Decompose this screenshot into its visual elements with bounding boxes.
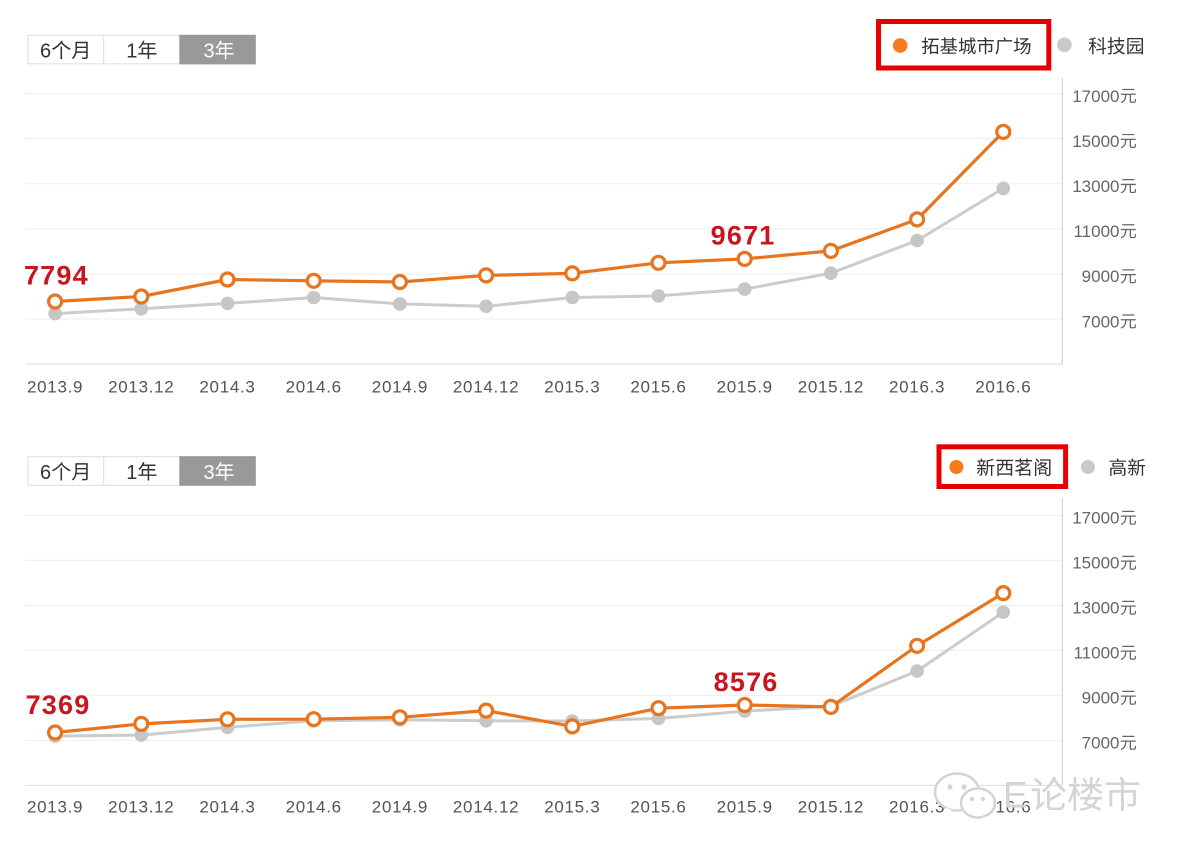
svg-text:17000: 17000	[1072, 509, 1119, 528]
svg-text:2015.3: 2015.3	[544, 797, 600, 816]
svg-text:2014.6: 2014.6	[286, 377, 342, 396]
svg-text:2014.12: 2014.12	[453, 797, 519, 816]
svg-text:2013.9: 2013.9	[27, 797, 83, 816]
svg-text:9000: 9000	[1082, 267, 1120, 286]
svg-text:6: 6	[40, 41, 51, 63]
svg-text:3: 3	[204, 41, 215, 63]
svg-text:13000: 13000	[1072, 177, 1119, 196]
svg-text:3: 3	[204, 462, 215, 484]
svg-text:2013.9: 2013.9	[27, 377, 83, 396]
svg-text:2014.3: 2014.3	[199, 377, 255, 396]
svg-text:E: E	[1003, 775, 1028, 816]
svg-text:8576: 8576	[714, 667, 779, 697]
svg-text:2016.3: 2016.3	[889, 797, 945, 816]
svg-text:13000: 13000	[1072, 599, 1119, 618]
svg-text:9671: 9671	[711, 221, 776, 251]
svg-text:2014.6: 2014.6	[286, 797, 342, 816]
svg-text:1: 1	[126, 41, 137, 63]
svg-text:2015.12: 2015.12	[798, 797, 864, 816]
svg-text:7794: 7794	[24, 261, 89, 291]
svg-text:2013.12: 2013.12	[108, 797, 174, 816]
svg-text:7000: 7000	[1082, 312, 1120, 331]
svg-text:2014.12: 2014.12	[453, 377, 519, 396]
svg-text:2014.3: 2014.3	[199, 797, 255, 816]
svg-text:2015.9: 2015.9	[717, 797, 773, 816]
svg-text:17000: 17000	[1072, 87, 1119, 106]
svg-text:11000: 11000	[1073, 644, 1119, 663]
svg-text:2014.9: 2014.9	[372, 377, 428, 396]
svg-text:2015.9: 2015.9	[717, 377, 773, 396]
svg-text:7000: 7000	[1082, 734, 1120, 753]
svg-text:15000: 15000	[1072, 554, 1119, 573]
svg-text:2015.6: 2015.6	[630, 377, 686, 396]
svg-text:6: 6	[40, 462, 51, 484]
svg-text:2013.12: 2013.12	[108, 377, 174, 396]
svg-text:2014.9: 2014.9	[372, 797, 428, 816]
svg-text:9000: 9000	[1082, 689, 1120, 708]
svg-text:2016.6: 2016.6	[975, 377, 1031, 396]
svg-text:1: 1	[126, 462, 137, 484]
svg-text:2015.3: 2015.3	[544, 377, 600, 396]
svg-text:15000: 15000	[1072, 132, 1119, 151]
svg-text:2016.3: 2016.3	[889, 377, 945, 396]
svg-text:2015.12: 2015.12	[798, 377, 864, 396]
svg-text:2015.6: 2015.6	[630, 797, 686, 816]
svg-text:11000: 11000	[1073, 222, 1119, 241]
svg-text:7369: 7369	[26, 690, 91, 720]
